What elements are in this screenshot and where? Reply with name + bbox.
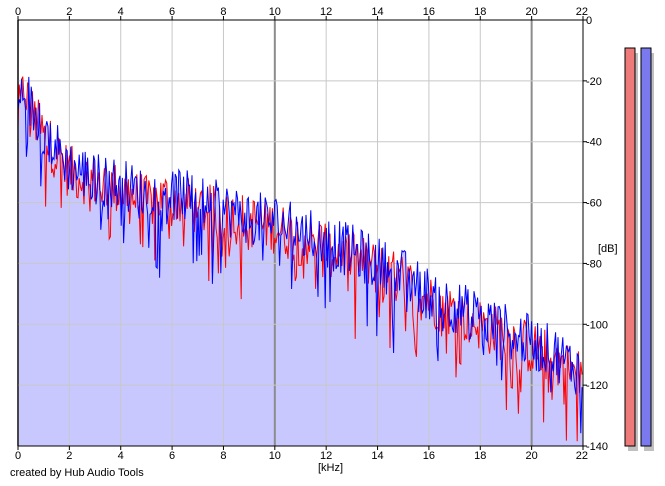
level-meters xyxy=(624,47,654,451)
x-tick-label-bottom: 2 xyxy=(66,450,72,462)
x-tick-label-top: 6 xyxy=(169,6,175,18)
x-tick-label-top: 10 xyxy=(269,6,281,18)
x-tick-label-bottom: 4 xyxy=(118,450,124,462)
x-tick-label-bottom: 20 xyxy=(526,450,538,462)
x-tick-label-bottom: 10 xyxy=(269,450,281,462)
x-tick-label-top: 8 xyxy=(220,6,226,18)
series-line-blue xyxy=(17,76,583,434)
x-tick-label-bottom: 8 xyxy=(220,450,226,462)
x-tick-label-bottom: 18 xyxy=(474,450,486,462)
x-tick-label-top: 18 xyxy=(474,6,486,18)
y-axis-label: [dB] xyxy=(598,243,618,255)
x-tick-label-bottom: 16 xyxy=(423,450,435,462)
series-line-red xyxy=(17,76,583,442)
x-tick-label-top: 0 xyxy=(15,6,21,18)
grid-lines xyxy=(17,19,584,447)
x-tick-label-top: 4 xyxy=(118,6,124,18)
x-axis-label: [kHz] xyxy=(318,462,343,474)
spectrum-fill-area xyxy=(18,76,583,446)
x-tick-label-top: 14 xyxy=(371,6,383,18)
spectrum-lines xyxy=(17,76,583,442)
x-tick-label-top: 22 xyxy=(576,6,588,18)
x-tick-label-top: 12 xyxy=(320,6,332,18)
footer-credit: created by Hub Audio Tools xyxy=(10,467,144,479)
x-tick-label-top: 2 xyxy=(66,6,72,18)
y-tick-label: -60 xyxy=(586,198,602,210)
y-tick-label: -40 xyxy=(586,137,602,149)
level-meter-left xyxy=(624,47,636,447)
tick-labels: 002244668810101212141416161818202022220-… xyxy=(15,6,608,462)
x-tick-label-top: 20 xyxy=(526,6,538,18)
x-tick-label-bottom: 14 xyxy=(371,450,383,462)
y-tick-label: -140 xyxy=(586,441,608,453)
x-tick-label-bottom: 22 xyxy=(576,450,588,462)
level-meter-right xyxy=(640,47,652,447)
x-tick-label-bottom: 6 xyxy=(169,450,175,462)
spectrum-fill xyxy=(18,76,583,446)
y-tick-label: 0 xyxy=(586,15,592,27)
y-tick-label: -80 xyxy=(586,258,602,270)
y-tick-label: -20 xyxy=(586,76,602,88)
x-tick-label-top: 16 xyxy=(423,6,435,18)
y-tick-label: -120 xyxy=(586,380,608,392)
x-tick-label-bottom: 12 xyxy=(320,450,332,462)
y-tick-label: -100 xyxy=(586,319,608,331)
axes xyxy=(17,19,584,447)
x-tick-label-bottom: 0 xyxy=(15,450,21,462)
